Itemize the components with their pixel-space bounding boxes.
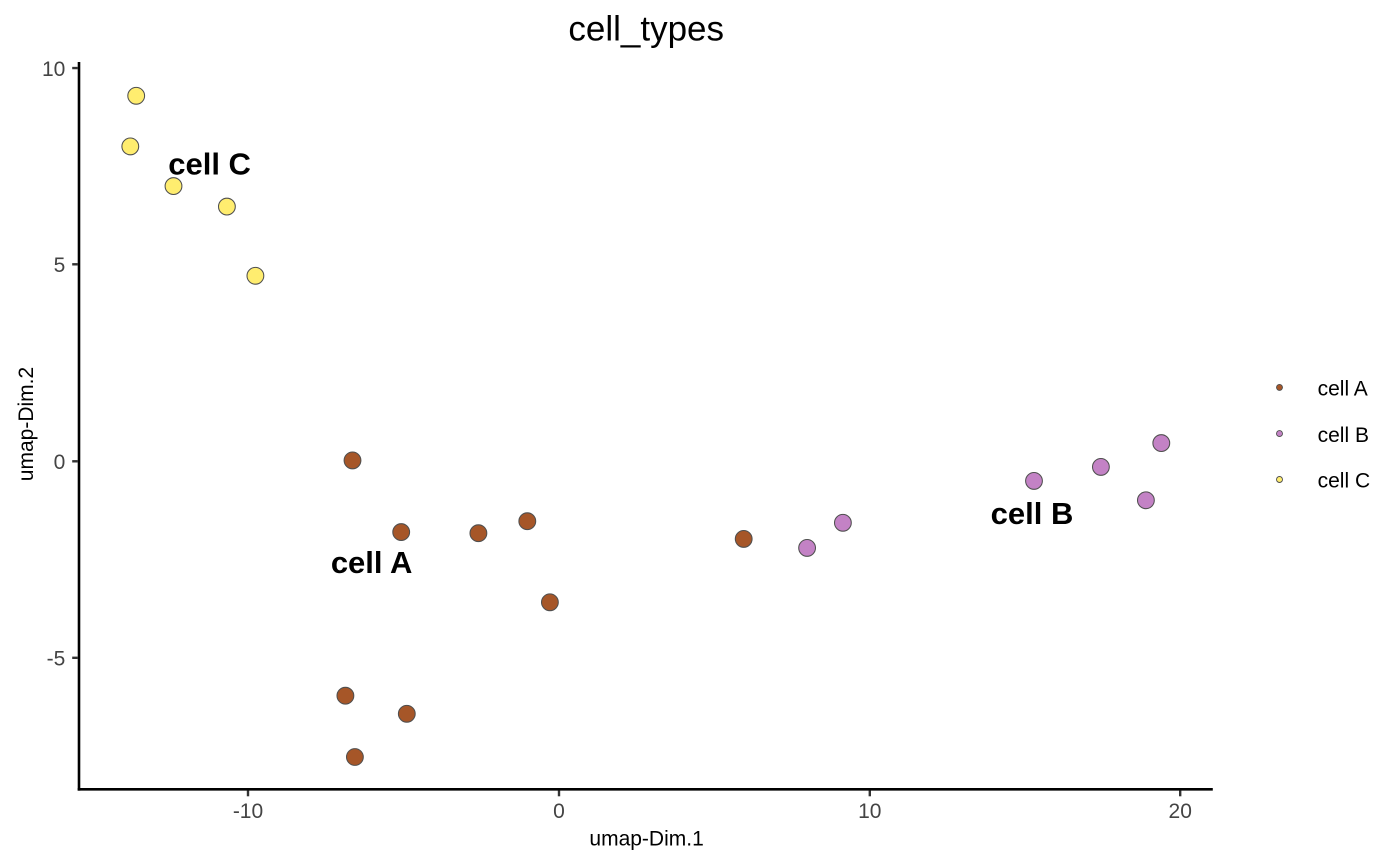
svg-text:cell B: cell B (1318, 424, 1369, 447)
svg-text:-10: -10 (233, 800, 263, 823)
svg-text:-5: -5 (47, 648, 66, 671)
svg-text:0: 0 (54, 451, 66, 474)
svg-text:umap-Dim.1: umap-Dim.1 (589, 828, 703, 851)
svg-text:cell B: cell B (991, 496, 1074, 531)
svg-text:cell_types: cell_types (568, 9, 724, 48)
svg-text:cell A: cell A (1318, 378, 1368, 401)
svg-text:umap-Dim.2: umap-Dim.2 (15, 367, 38, 481)
svg-text:cell C: cell C (1318, 470, 1371, 493)
svg-text:cell A: cell A (331, 545, 413, 580)
svg-text:0: 0 (553, 800, 565, 823)
svg-text:20: 20 (1169, 800, 1192, 823)
svg-text:10: 10 (42, 58, 65, 81)
svg-text:5: 5 (54, 254, 66, 277)
svg-text:10: 10 (858, 800, 881, 823)
svg-text:cell C: cell C (168, 147, 251, 182)
